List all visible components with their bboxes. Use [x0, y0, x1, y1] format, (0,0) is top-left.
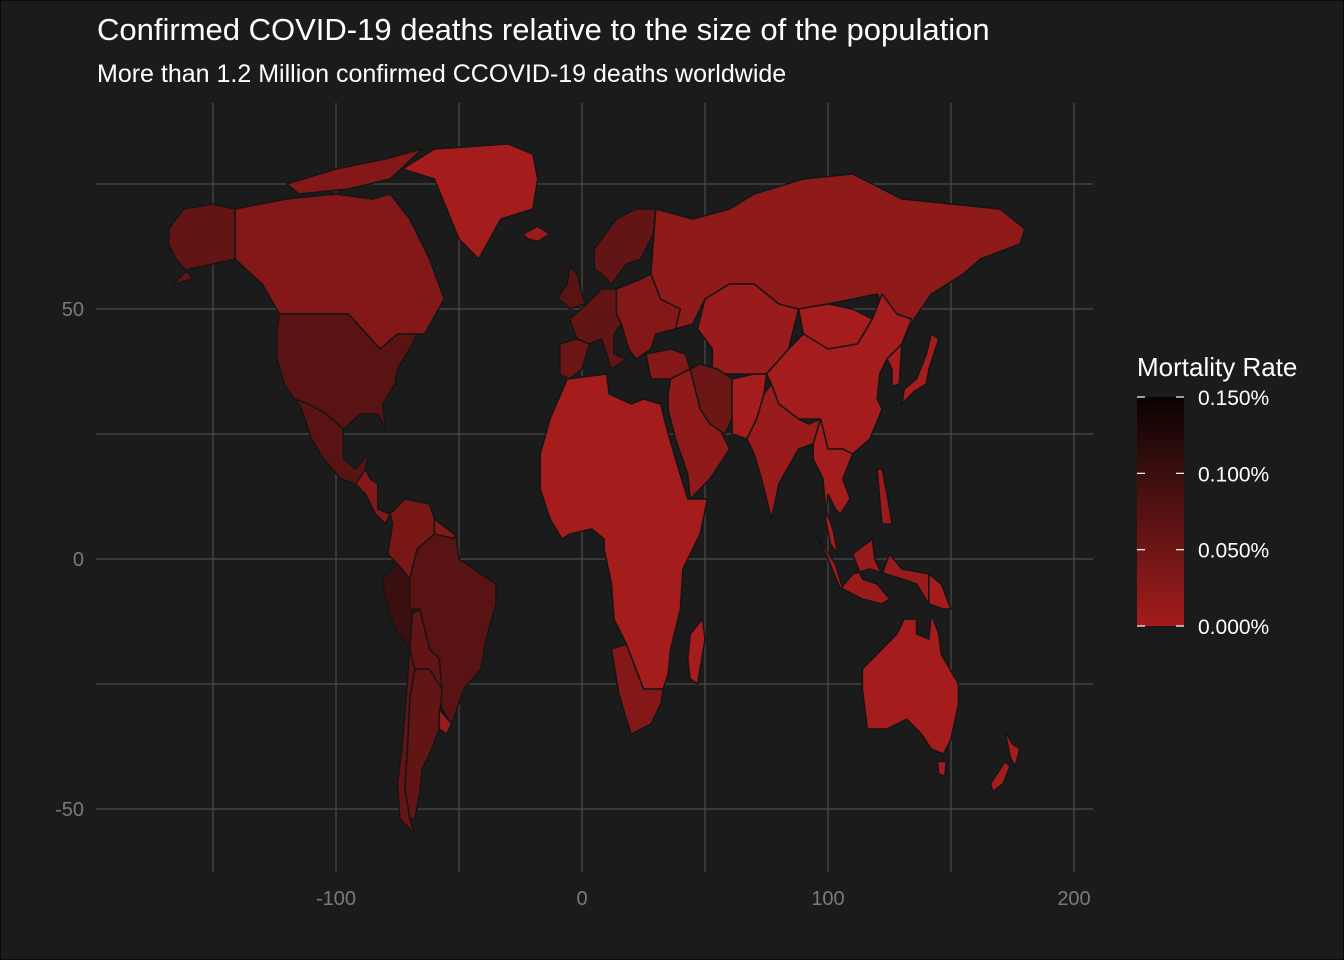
- legend-gradient-bar: [1137, 397, 1184, 626]
- legend-tick-label: 0.100%: [1198, 463, 1269, 486]
- x-tick-label: 200: [1057, 888, 1090, 910]
- country-united-states: [276, 313, 418, 430]
- y-axis-ticks: -50 0 50: [55, 299, 84, 821]
- country-koreas: [886, 343, 903, 388]
- country-japan: [901, 333, 940, 405]
- legend-tick-label: 0.050%: [1198, 540, 1269, 563]
- country-canadian-islands: [286, 148, 423, 195]
- country-greenland: [401, 143, 539, 260]
- legend-tick-label: 0.150%: [1198, 387, 1269, 410]
- y-tick-label: 0: [73, 549, 84, 571]
- legend-colorbar: 0.150% 0.100% 0.050% 0.000%: [1137, 387, 1269, 639]
- country-mexico: [293, 398, 369, 485]
- y-tick-label: 50: [62, 299, 84, 321]
- country-russia: [650, 173, 1026, 345]
- country-iceland: [522, 225, 551, 243]
- country-uk-ireland: [556, 265, 587, 310]
- country-tasmania: [936, 760, 947, 778]
- x-tick-label: 100: [811, 888, 844, 910]
- country-philippines: [876, 468, 893, 525]
- country-brazil: [409, 533, 497, 725]
- country-indonesia: [814, 533, 930, 605]
- country-peru: [381, 563, 414, 650]
- x-axis-ticks: -100 0 100 200: [316, 888, 1091, 910]
- country-australia: [861, 613, 960, 755]
- country-new-zealand-n: [1004, 730, 1021, 768]
- country-south-africa: [610, 643, 664, 735]
- country-western-europe: [568, 288, 628, 370]
- country-madagascar: [687, 618, 706, 685]
- country-papua-new-guinea: [928, 573, 952, 610]
- x-tick-label: -100: [316, 888, 356, 910]
- country-alaska: [167, 203, 236, 285]
- country-scandinavia: [593, 208, 657, 285]
- chart-subtitle: More than 1.2 Million confirmed CCOVID-1…: [97, 60, 787, 88]
- x-tick-label: 0: [576, 888, 587, 910]
- y-tick-label: -50: [55, 799, 84, 821]
- country-new-zealand-s: [989, 760, 1011, 793]
- country-central-america: [354, 468, 391, 525]
- country-canada: [234, 193, 445, 350]
- legend-title: Mortality Rate: [1137, 352, 1298, 382]
- country-uruguay: [438, 708, 453, 735]
- country-chile: [396, 648, 416, 835]
- legend-tick-label: 0.000%: [1198, 616, 1269, 639]
- country-africa: [539, 373, 709, 690]
- country-southeast-asia: [812, 418, 854, 555]
- country-shapes: [167, 143, 1026, 835]
- chart-title: Confirmed COVID-19 deaths relative to th…: [97, 12, 990, 47]
- country-spain: [559, 338, 591, 380]
- country-china: [765, 293, 913, 455]
